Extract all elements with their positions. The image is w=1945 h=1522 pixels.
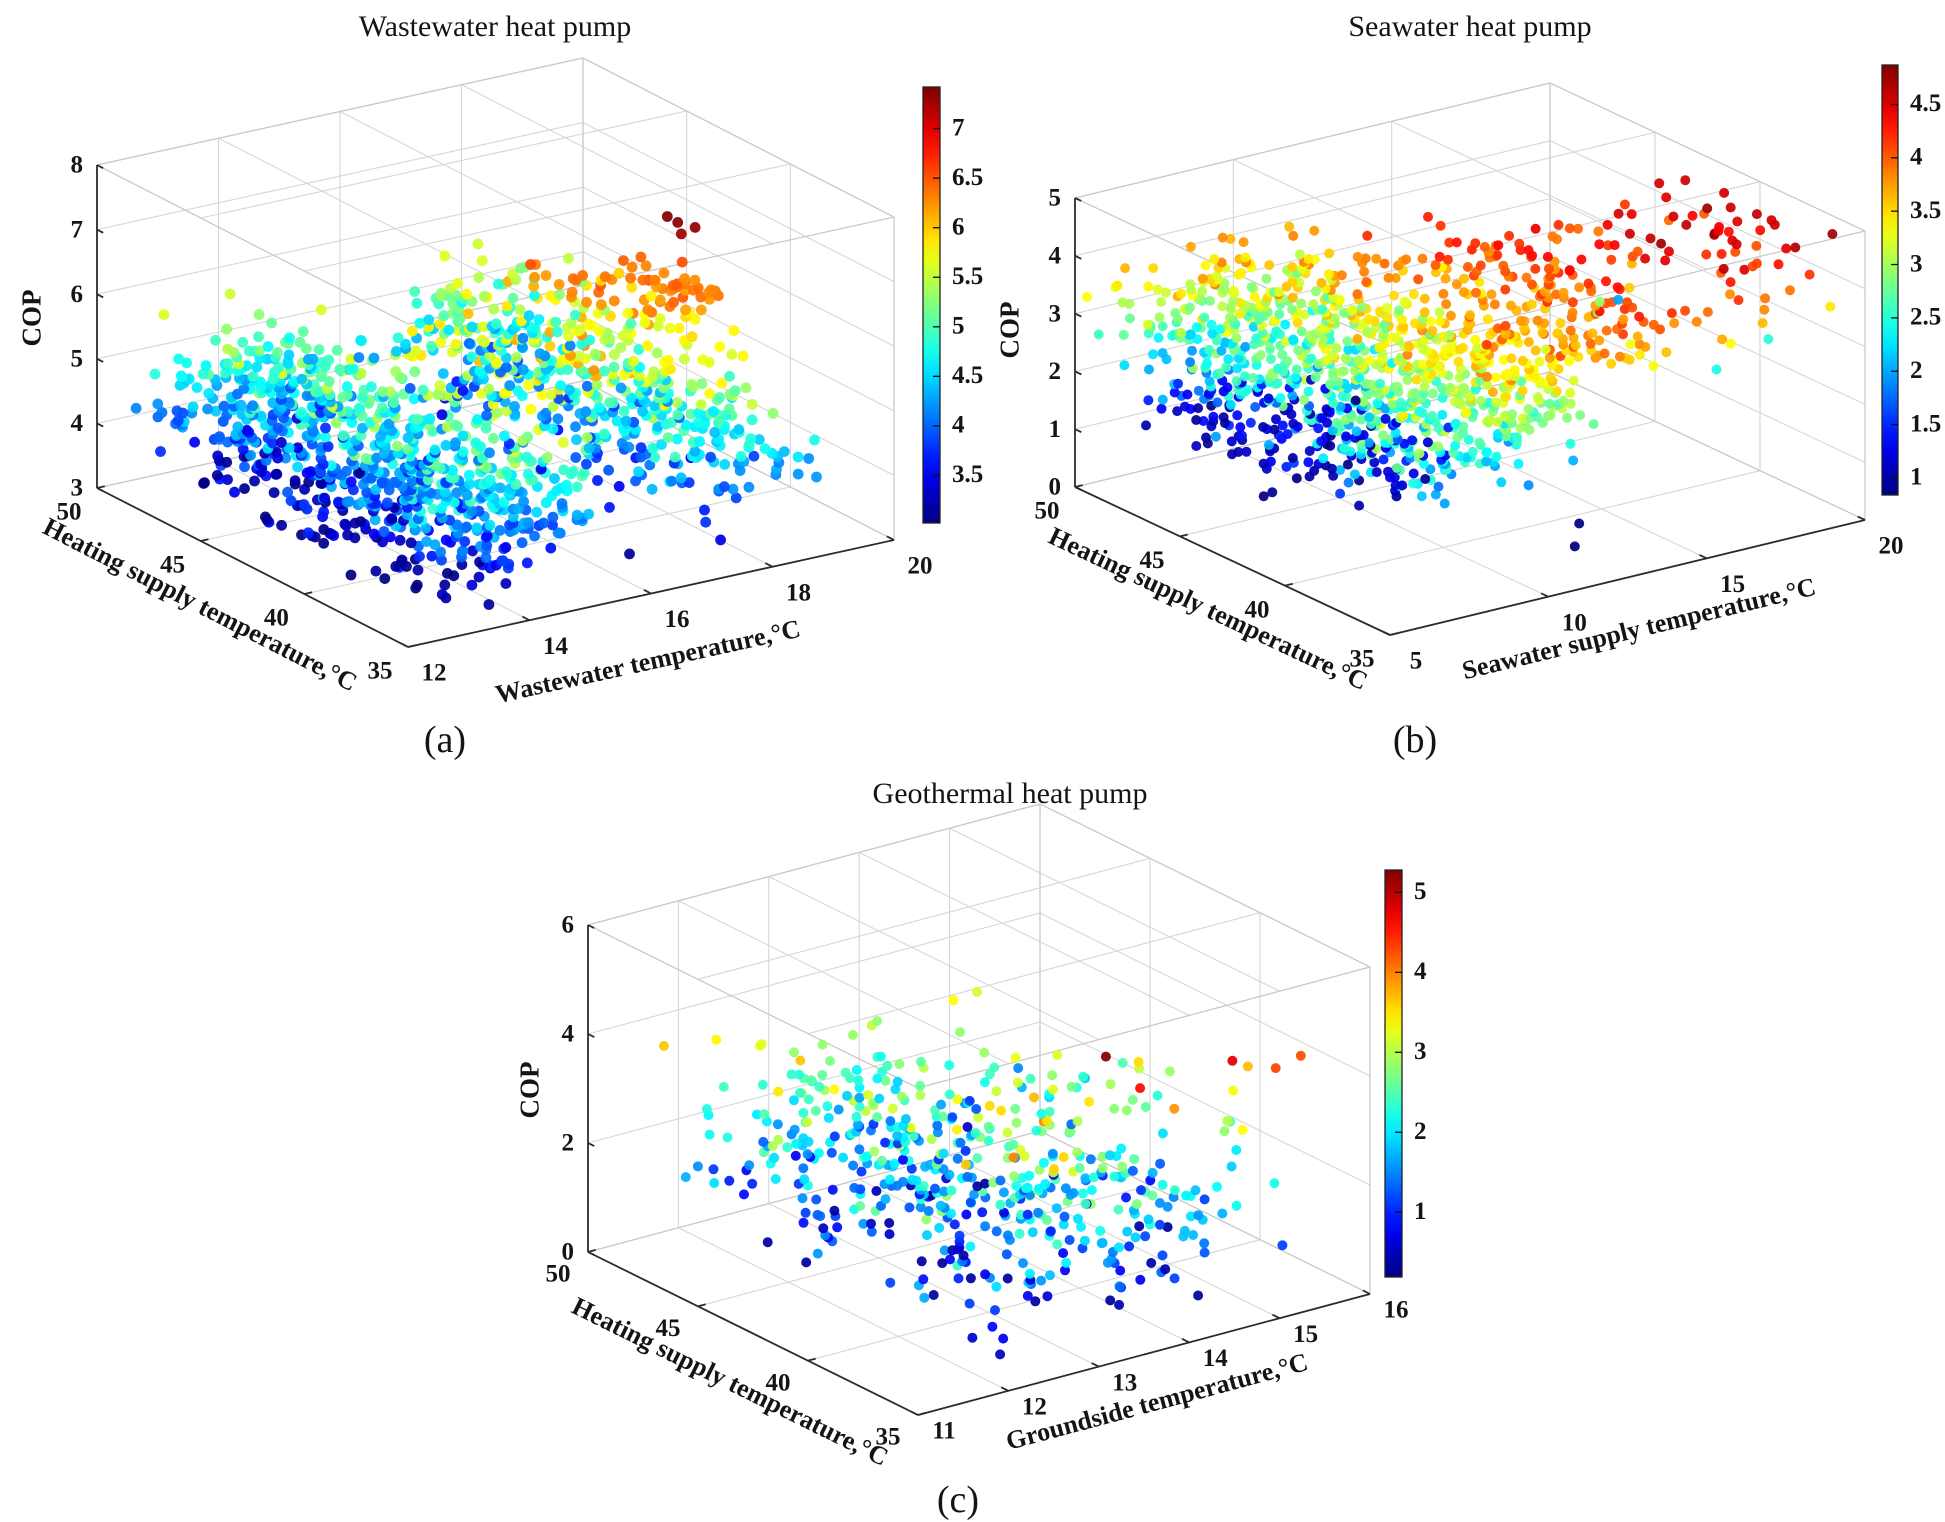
svg-text:50: 50 <box>57 499 82 526</box>
svg-text:5: 5 <box>1410 648 1423 675</box>
svg-text:45: 45 <box>1140 547 1165 574</box>
svg-text:35: 35 <box>368 658 393 685</box>
svg-text:5: 5 <box>952 313 965 340</box>
svg-text:35: 35 <box>1350 646 1375 673</box>
svg-text:7: 7 <box>952 114 965 141</box>
svg-text:3: 3 <box>1910 250 1923 277</box>
svg-text:15: 15 <box>1720 571 1745 598</box>
svg-text:18: 18 <box>786 579 811 606</box>
svg-text:2: 2 <box>1049 358 1062 385</box>
svg-text:5.5: 5.5 <box>952 263 983 290</box>
svg-text:3: 3 <box>1414 1038 1427 1065</box>
svg-text:0: 0 <box>1049 474 1062 501</box>
svg-text:35: 35 <box>876 1424 901 1451</box>
svg-text:4: 4 <box>71 410 84 437</box>
plot-a-z-axis-label: COP <box>16 289 47 347</box>
svg-text:4.5: 4.5 <box>952 362 983 389</box>
svg-text:13: 13 <box>1112 1369 1137 1396</box>
svg-text:6.5: 6.5 <box>952 164 983 191</box>
plot-b-title: Seawater heat pump <box>1348 10 1592 43</box>
svg-text:3.5: 3.5 <box>952 461 983 488</box>
svg-text:5: 5 <box>71 346 84 373</box>
svg-text:11: 11 <box>932 1418 956 1445</box>
svg-text:4: 4 <box>1414 958 1427 985</box>
svg-text:2: 2 <box>1414 1118 1427 1145</box>
svg-text:1: 1 <box>1414 1198 1427 1225</box>
svg-text:45: 45 <box>160 552 185 579</box>
svg-text:1.5: 1.5 <box>1910 410 1941 437</box>
svg-text:1: 1 <box>1049 416 1062 443</box>
plot-a-title: Wastewater heat pump <box>358 10 632 43</box>
svg-text:1: 1 <box>1910 464 1923 491</box>
svg-text:2: 2 <box>1910 357 1923 384</box>
svg-text:40: 40 <box>264 605 289 632</box>
svg-text:20: 20 <box>1879 533 1904 560</box>
svg-text:16: 16 <box>665 606 690 633</box>
svg-text:12: 12 <box>422 660 447 687</box>
svg-text:3.5: 3.5 <box>1910 197 1941 224</box>
svg-text:4: 4 <box>1049 243 1062 270</box>
plot-c-title: Geothermal heat pump <box>872 777 1148 810</box>
svg-text:6: 6 <box>71 281 84 308</box>
svg-text:45: 45 <box>656 1315 681 1342</box>
svg-text:7: 7 <box>71 216 84 243</box>
plot-b-panel-letter: (b) <box>1392 719 1438 761</box>
svg-text:4: 4 <box>952 412 965 439</box>
svg-text:4.5: 4.5 <box>1910 90 1941 117</box>
svg-text:50: 50 <box>1035 498 1060 525</box>
svg-text:2.5: 2.5 <box>1910 304 1941 331</box>
svg-text:6: 6 <box>562 912 575 939</box>
svg-text:40: 40 <box>1245 596 1270 623</box>
svg-text:5: 5 <box>1049 185 1062 212</box>
svg-text:14: 14 <box>543 633 569 660</box>
svg-text:40: 40 <box>766 1369 791 1396</box>
plot-b-z-axis-label: COP <box>994 301 1025 359</box>
svg-text:50: 50 <box>546 1261 571 1288</box>
svg-text:8: 8 <box>71 152 84 179</box>
svg-text:0: 0 <box>562 1239 575 1266</box>
svg-text:3: 3 <box>71 475 84 502</box>
svg-text:4: 4 <box>1910 144 1923 171</box>
plot-c-panel-letter: (c) <box>936 1479 980 1521</box>
svg-text:2: 2 <box>562 1130 575 1157</box>
svg-text:10: 10 <box>1562 609 1587 636</box>
svg-text:20: 20 <box>908 553 933 580</box>
svg-text:14: 14 <box>1203 1345 1229 1372</box>
svg-text:3: 3 <box>1049 300 1062 327</box>
svg-text:5: 5 <box>1414 878 1427 905</box>
svg-text:6: 6 <box>952 213 965 240</box>
svg-text:4: 4 <box>562 1021 575 1048</box>
plot-a-panel-letter: (a) <box>423 719 467 761</box>
svg-text:16: 16 <box>1384 1297 1409 1324</box>
svg-text:12: 12 <box>1022 1394 1047 1421</box>
plot-c-z-axis-label: COP <box>514 1061 545 1119</box>
svg-text:15: 15 <box>1293 1321 1318 1348</box>
